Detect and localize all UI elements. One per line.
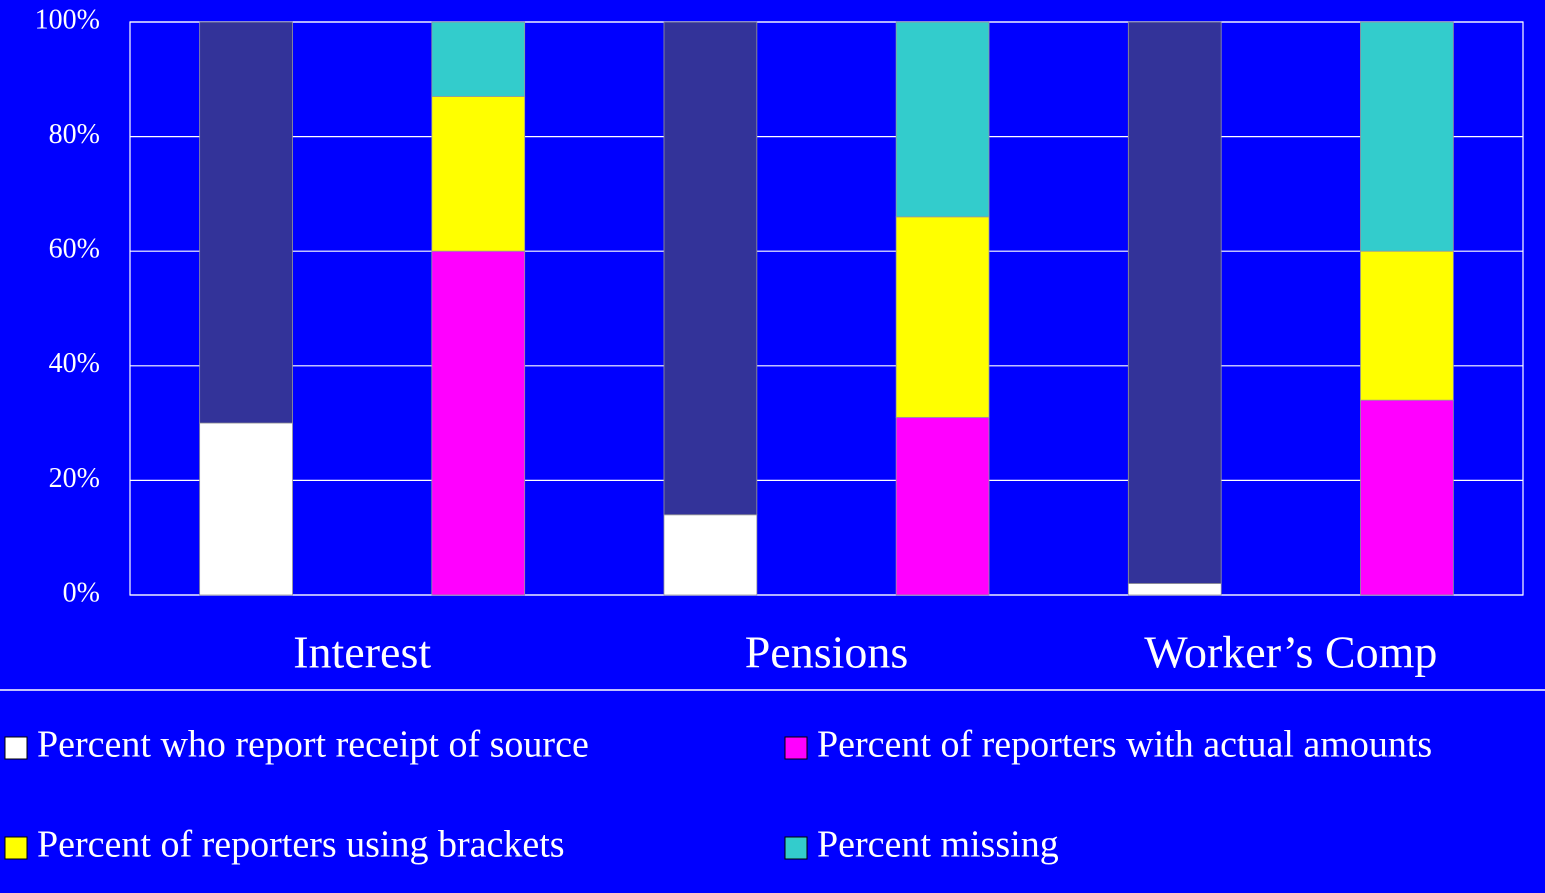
bar-segment (431, 250, 526, 596)
bar-segment (1360, 21, 1454, 252)
y-tick-label: 60% (49, 234, 100, 265)
y-tick-label: 20% (49, 463, 100, 494)
legend-label: Percent missing (817, 824, 1059, 866)
y-tick-label: 40% (49, 348, 100, 379)
legend-label: Percent who report receipt of source (37, 724, 589, 766)
bar-segment (199, 422, 293, 596)
bar-segment (1127, 583, 1222, 596)
y-tick-label: 80% (49, 119, 100, 150)
x-tick-label: Pensions (745, 627, 909, 678)
plot-border (129, 21, 1524, 596)
bar-segment (663, 514, 758, 596)
bar-segment (1360, 399, 1454, 596)
bar-segment (1127, 21, 1222, 584)
bar-segment (895, 416, 990, 596)
legend-swatch (784, 836, 808, 860)
bar-segment (1360, 250, 1454, 401)
bar-segment (895, 216, 990, 418)
legend-label: Percent of reporters with actual amounts (817, 724, 1432, 766)
bar-segment (895, 21, 990, 218)
bar-segment (431, 21, 526, 97)
bar-segment (663, 21, 758, 516)
x-tick-label: Interest (293, 627, 431, 678)
legend-swatch (4, 736, 28, 760)
y-tick-label: 100% (35, 4, 100, 35)
bar-segment (431, 96, 526, 252)
y-tick-label: 0% (63, 577, 100, 608)
legend-label: Percent of reporters using brackets (37, 824, 565, 866)
bar-segment (199, 21, 293, 424)
x-tick-label: Worker’s Comp (1144, 627, 1437, 678)
legend-swatch (4, 836, 28, 860)
legend-swatch (784, 736, 808, 760)
